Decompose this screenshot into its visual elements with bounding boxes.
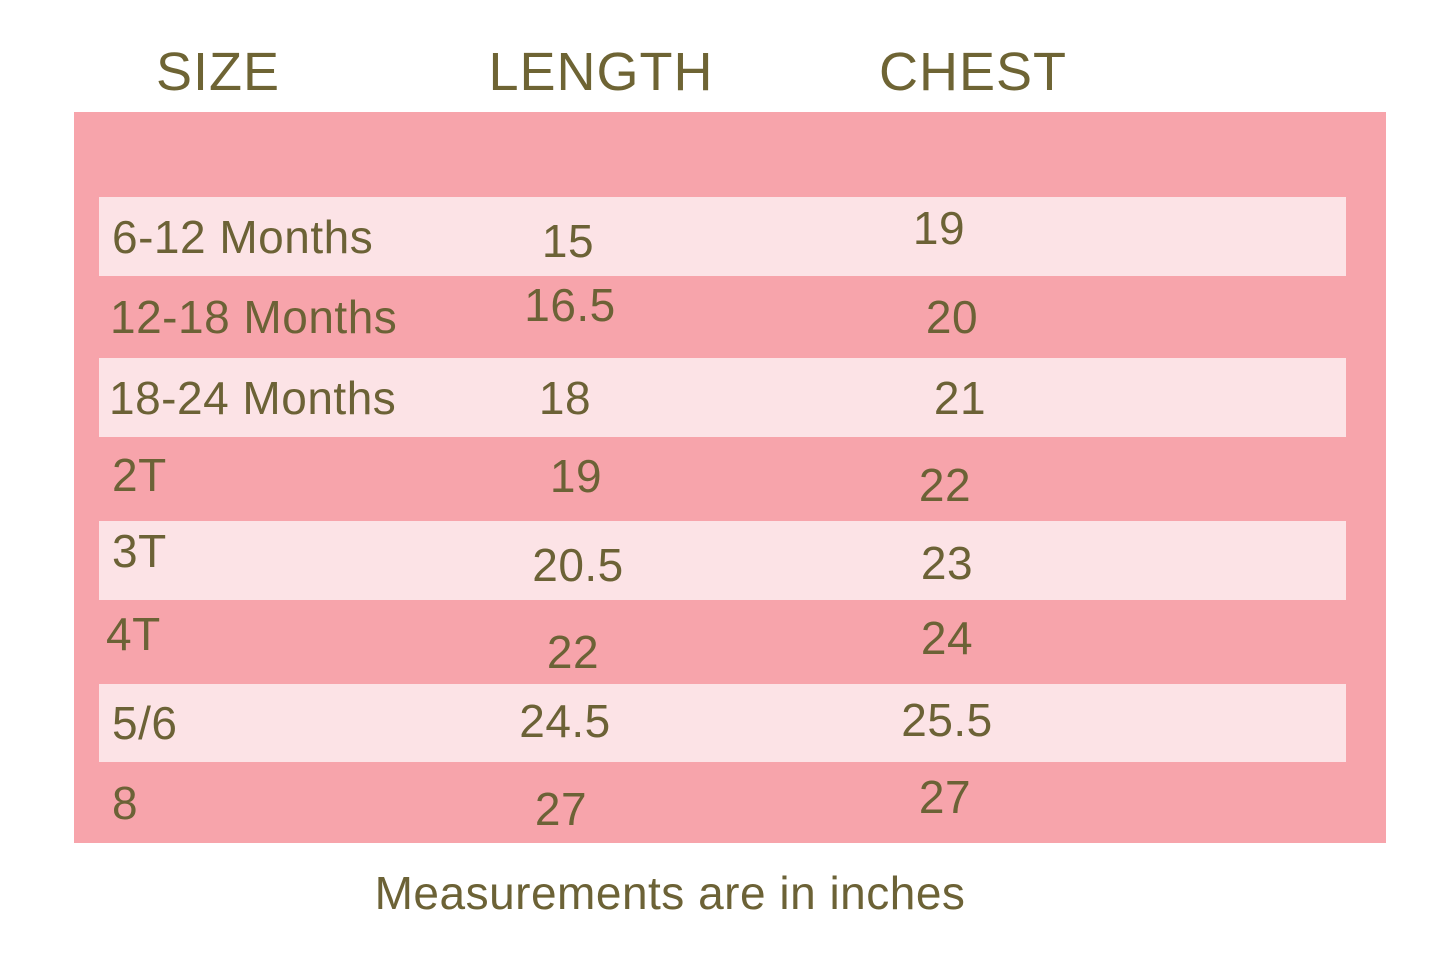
row-stripe [99,197,1346,276]
cell-length: 20.5 [532,538,624,591]
measurement-unit-note: Measurements are in inches [374,867,966,919]
row-stripe [99,358,1346,437]
table-row: 5/6 24.5 25.5 [74,684,1386,762]
cell-chest: 21 [933,371,987,424]
cell-chest: 23 [920,536,974,589]
row-stripe [99,521,1346,600]
table-row: 3T 20.5 23 [74,521,1386,600]
table-row: 12-18 Months 16.5 20 [74,276,1386,358]
cell-length: 18 [538,371,592,424]
row-stripe [99,684,1346,762]
table-row: 8 27 27 [74,762,1386,843]
cell-length: 15 [541,214,595,267]
cell-chest: 20 [925,291,979,343]
cell-length: 19 [549,450,603,502]
column-header-chest: CHEST [878,42,1067,102]
cell-length: 24.5 [519,695,611,747]
cell-chest: 25.5 [901,694,993,746]
cell-chest: 27 [918,770,972,823]
cell-size: 3T [112,524,167,577]
table-row: 2T 19 22 [74,437,1386,521]
cell-size: 5/6 [112,697,178,749]
cell-size: 12-18 Months [110,291,398,343]
cell-size: 4T [106,608,161,660]
table-row: 4T 22 24 [74,600,1386,684]
cell-length: 27 [534,782,588,835]
table-row: 18-24 Months 18 21 [74,358,1386,437]
cell-size: 18-24 Months [109,371,397,424]
column-header-size: SIZE [155,42,281,102]
cell-length: 16.5 [524,279,616,331]
cell-size: 8 [112,776,139,829]
cell-chest: 22 [918,459,972,511]
cell-length: 22 [546,626,600,678]
column-header-length: LENGTH [488,42,714,102]
cell-size: 6-12 Months [112,210,374,263]
table-row: 6-12 Months 15 19 [74,197,1386,276]
cell-size: 2T [112,449,167,501]
cell-chest: 19 [912,201,966,254]
cell-chest: 24 [920,612,974,664]
